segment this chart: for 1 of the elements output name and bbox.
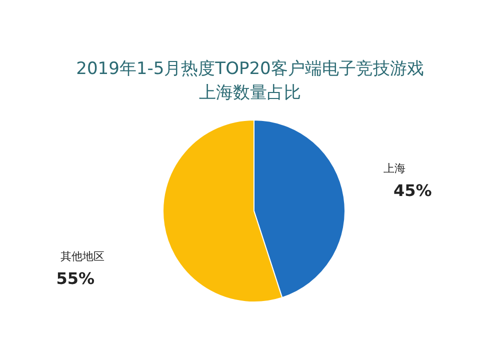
title: 2019年1-5月热度TOP20客户端电子竞技游戏上海数量占比 [76,59,424,103]
